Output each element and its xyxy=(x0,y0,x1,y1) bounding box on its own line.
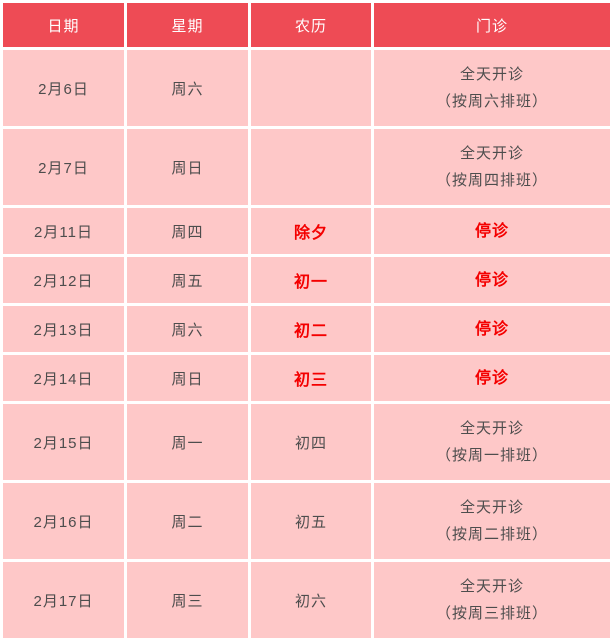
clinic-cell: 停诊 xyxy=(374,208,610,254)
clinic-line2: （按周一排班） xyxy=(435,447,548,464)
clinic-cell: 全天开诊 （按周四排班） xyxy=(374,129,610,205)
table-row: 2月15日 周一 初四 全天开诊 （按周一排班） xyxy=(3,404,610,480)
header-row: 日期 星期 农历 门诊 xyxy=(3,3,610,47)
weekday-cell: 周一 xyxy=(127,404,248,480)
clinic-line2: （按周四排班） xyxy=(435,172,548,189)
clinic-cell: 停诊 xyxy=(374,257,610,303)
clinic-line1: 全天开诊 xyxy=(459,420,524,437)
lunar-cell: 初六 xyxy=(251,562,371,638)
table-row: 2月16日 周二 初五 全天开诊 （按周二排班） xyxy=(3,483,610,559)
column-header-week: 星期 xyxy=(127,3,248,47)
clinic-line1: 停诊 xyxy=(474,369,509,387)
table-row: 2月12日 周五 初一 停诊 xyxy=(3,257,610,303)
lunar-cell: 初二 xyxy=(251,306,371,352)
lunar-cell: 初三 xyxy=(251,355,371,401)
lunar-cell: 初五 xyxy=(251,483,371,559)
table-row: 2月13日 周六 初二 停诊 xyxy=(3,306,610,352)
clinic-line1: 全天开诊 xyxy=(459,66,524,83)
clinic-cell: 停诊 xyxy=(374,355,610,401)
date-cell: 2月14日 xyxy=(3,355,124,401)
lunar-cell: 初一 xyxy=(251,257,371,303)
weekday-cell: 周日 xyxy=(127,355,248,401)
lunar-cell xyxy=(251,129,371,205)
date-cell: 2月7日 xyxy=(3,129,124,205)
clinic-cell: 停诊 xyxy=(374,306,610,352)
clinic-cell: 全天开诊 （按周二排班） xyxy=(374,483,610,559)
date-cell: 2月11日 xyxy=(3,208,124,254)
weekday-cell: 周五 xyxy=(127,257,248,303)
clinic-line2: （按周三排班） xyxy=(435,605,548,622)
table-row: 2月17日 周三 初六 全天开诊 （按周三排班） xyxy=(3,562,610,638)
table-row: 2月6日 周六 全天开诊 （按周六排班） xyxy=(3,50,610,126)
date-cell: 2月13日 xyxy=(3,306,124,352)
weekday-cell: 周四 xyxy=(127,208,248,254)
date-cell: 2月16日 xyxy=(3,483,124,559)
clinic-line1: 全天开诊 xyxy=(459,578,524,595)
weekday-cell: 周六 xyxy=(127,306,248,352)
clinic-cell: 全天开诊 （按周六排班） xyxy=(374,50,610,126)
date-cell: 2月15日 xyxy=(3,404,124,480)
table-body: 2月6日 周六 全天开诊 （按周六排班） 2月7日 周日 全天开诊 （按周四排班… xyxy=(3,50,610,638)
table-row: 2月7日 周日 全天开诊 （按周四排班） xyxy=(3,129,610,205)
date-cell: 2月17日 xyxy=(3,562,124,638)
table-row: 2月14日 周日 初三 停诊 xyxy=(3,355,610,401)
clinic-cell: 全天开诊 （按周三排班） xyxy=(374,562,610,638)
clinic-line1: 停诊 xyxy=(474,222,509,240)
clinic-line2: （按周二排班） xyxy=(435,526,548,543)
clinic-cell: 全天开诊 （按周一排班） xyxy=(374,404,610,480)
lunar-cell: 初四 xyxy=(251,404,371,480)
clinic-line1: 全天开诊 xyxy=(459,499,524,516)
clinic-line1: 停诊 xyxy=(474,320,509,338)
lunar-cell: 除夕 xyxy=(251,208,371,254)
weekday-cell: 周日 xyxy=(127,129,248,205)
weekday-cell: 周二 xyxy=(127,483,248,559)
clinic-line2: （按周六排班） xyxy=(435,93,548,110)
column-header-clinic: 门诊 xyxy=(374,3,610,47)
clinic-line1: 停诊 xyxy=(474,271,509,289)
lunar-cell xyxy=(251,50,371,126)
clinic-line1: 全天开诊 xyxy=(459,145,524,162)
date-cell: 2月6日 xyxy=(3,50,124,126)
column-header-lunar: 农历 xyxy=(251,3,371,47)
weekday-cell: 周三 xyxy=(127,562,248,638)
column-header-date: 日期 xyxy=(3,3,124,47)
date-cell: 2月12日 xyxy=(3,257,124,303)
table-row: 2月11日 周四 除夕 停诊 xyxy=(3,208,610,254)
table-header: 日期 星期 农历 门诊 xyxy=(3,3,610,47)
weekday-cell: 周六 xyxy=(127,50,248,126)
